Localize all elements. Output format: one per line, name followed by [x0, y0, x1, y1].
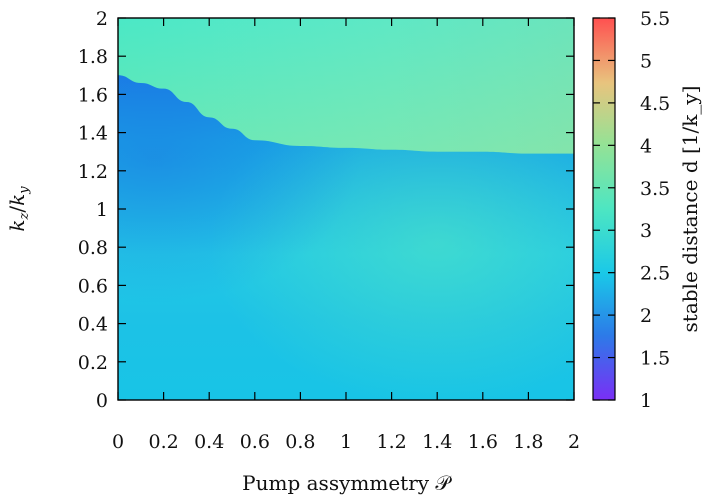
- y-tick-label: 1.6: [78, 84, 108, 106]
- colorbar: [592, 17, 616, 401]
- colorbar-tick-label: 2: [640, 305, 652, 327]
- x-tick-label: 2: [568, 431, 580, 453]
- colorbar-tick-label: 5.5: [640, 8, 670, 30]
- y-tick-label: 1.4: [78, 123, 108, 145]
- x-tick-label: 1.4: [422, 431, 452, 453]
- colorbar-tick-label: 4.5: [640, 93, 670, 115]
- y-tick-label: 0.6: [78, 275, 108, 297]
- x-axis-title: Pump assymmetry 𝒫: [242, 471, 452, 495]
- colorbar-tick-label: 3.5: [640, 178, 670, 200]
- y-axis-title: kz/ky: [5, 186, 32, 232]
- x-tick-label: 1.2: [376, 431, 406, 453]
- colorbar-tick-label: 4: [640, 135, 652, 157]
- y-tick-label: 1.8: [78, 46, 108, 68]
- y-tick-label: 0.2: [78, 352, 108, 374]
- x-tick-label: 0.8: [285, 431, 315, 453]
- y-axis-ticks: 0 0.2 0.4 0.6 0.8 1 1.2 1.4 1.6 1.8 2: [78, 8, 574, 412]
- colorbar-tick-label: 1: [640, 390, 652, 412]
- colorbar-title: stable distance d [1/k_y]: [678, 86, 702, 333]
- x-tick-label: 0: [112, 431, 124, 453]
- colorbar-ticks: 1 1.5 2 2.5 3 3.5 4 4.5 5 5.5: [593, 8, 670, 412]
- x-tick-label: 0.6: [240, 431, 270, 453]
- x-tick-label: 0.4: [194, 431, 224, 453]
- colorbar-tick-label: 5: [640, 50, 652, 72]
- y-tick-label: 2: [96, 8, 108, 30]
- y-tick-label: 1: [96, 199, 108, 221]
- x-tick-label: 1: [340, 431, 352, 453]
- x-tick-label: 1.6: [468, 431, 498, 453]
- colorbar-tick-label: 2.5: [640, 263, 670, 285]
- heatmap-plot-area: [118, 18, 574, 400]
- colorbar-tick-label: 1.5: [640, 348, 670, 370]
- colorbar-tick-label: 3: [640, 220, 652, 242]
- y-tick-label: 0.8: [78, 237, 108, 259]
- y-tick-label: 0.4: [78, 314, 108, 336]
- x-axis-ticks: 0 0.2 0.4 0.6 0.8 1 1.2 1.4 1.6 1.8 2: [112, 18, 580, 453]
- x-tick-label: 1.8: [513, 431, 543, 453]
- y-tick-label: 0: [96, 390, 108, 412]
- x-tick-label: 0.2: [148, 431, 178, 453]
- region-below-boundary-shade: [118, 75, 574, 400]
- y-tick-label: 1.2: [78, 161, 108, 183]
